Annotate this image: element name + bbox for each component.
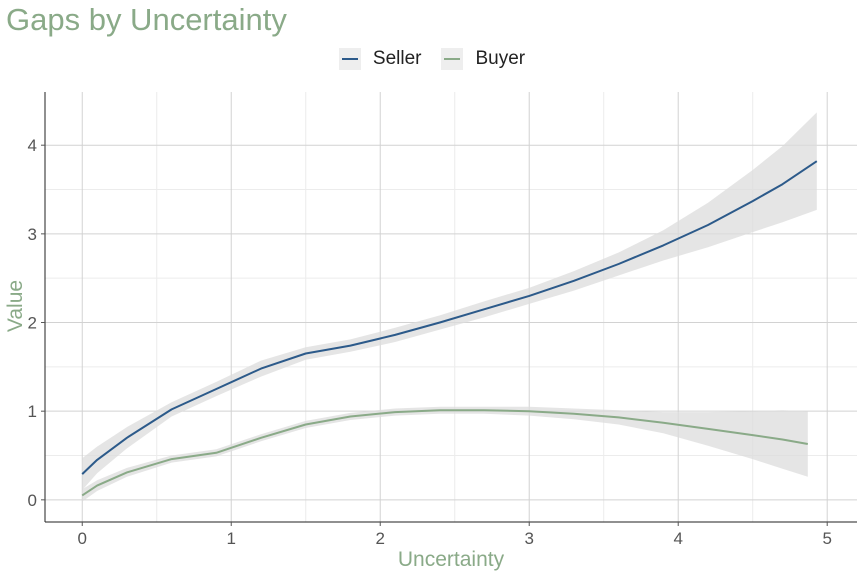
tick-labels: 0 1 2 3 4 5 0 1 2 3 4 <box>28 136 832 548</box>
legend-item-buyer: Buyer <box>441 48 525 70</box>
ribbon-buyer <box>82 406 808 502</box>
x-tick-label: 5 <box>822 529 831 548</box>
x-tick-label: 4 <box>673 529 682 548</box>
x-tick-label: 0 <box>78 529 87 548</box>
y-tick-label: 4 <box>28 136 37 155</box>
line-seller <box>81 160 818 475</box>
y-tick-label: 1 <box>28 402 37 421</box>
x-tick-label: 1 <box>227 529 236 548</box>
legend-label-seller: Seller <box>372 48 422 69</box>
x-tick-label: 3 <box>524 529 533 548</box>
x-tick-label: 2 <box>375 529 384 548</box>
y-tick-label: 2 <box>28 314 37 333</box>
x-axis-title: Uncertainty <box>398 548 505 571</box>
legend: Seller Buyer <box>0 48 864 70</box>
legend-key-seller <box>338 48 361 70</box>
chart-title: Gaps by Uncertainty <box>6 2 287 37</box>
y-axis-title: Value <box>4 280 27 332</box>
y-tick-label: 3 <box>28 225 37 244</box>
line-buyer <box>81 409 808 497</box>
legend-key-buyer <box>441 48 464 70</box>
legend-label-buyer: Buyer <box>475 48 526 69</box>
legend-item-seller: Seller <box>338 48 422 70</box>
series-lines <box>81 160 818 497</box>
grid-lines <box>45 92 857 522</box>
confidence-ribbons <box>82 112 817 502</box>
axes <box>41 92 857 526</box>
y-tick-label: 0 <box>28 491 37 510</box>
